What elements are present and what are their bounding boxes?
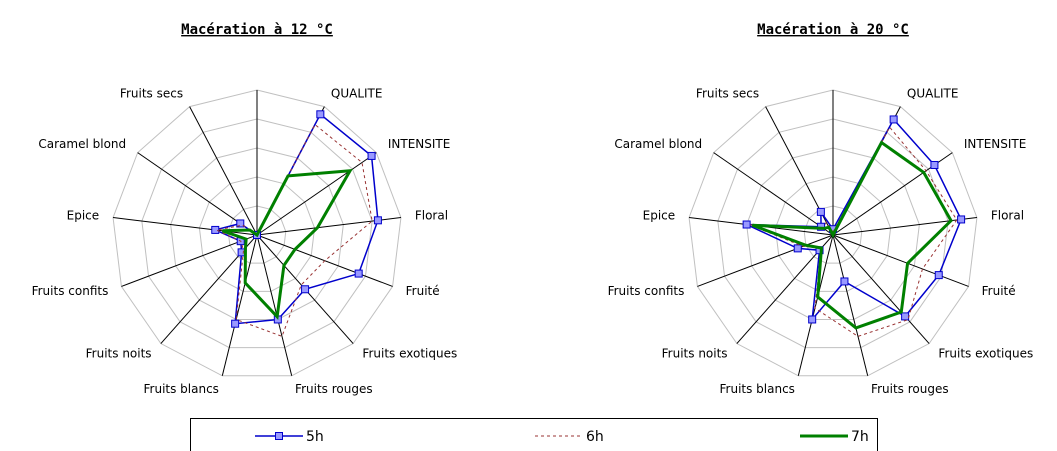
- legend-label: 5h: [306, 429, 324, 445]
- axis-label: Fruits confits: [608, 284, 685, 298]
- marker: [211, 225, 220, 234]
- marker: [373, 216, 382, 225]
- marker: [901, 312, 910, 321]
- spoke: [832, 234, 930, 344]
- spoke: [221, 234, 258, 376]
- spoke: [112, 217, 258, 236]
- axis-label: Fruité: [406, 284, 440, 298]
- series-line: [749, 126, 958, 337]
- axis-label: Fruits exotiques: [938, 347, 1033, 361]
- chart-title: Macération à 20 °C: [757, 22, 909, 38]
- axis-label: QUALITE: [331, 87, 383, 101]
- series-line: [221, 169, 353, 320]
- legend-label: 6h: [586, 429, 604, 445]
- marker: [793, 244, 802, 253]
- axis-label: Floral: [991, 208, 1024, 222]
- spoke: [713, 152, 834, 236]
- marker: [840, 277, 849, 286]
- grid-ring: [803, 205, 863, 264]
- axis-label: Fruits blancs: [720, 382, 795, 396]
- marker: [742, 220, 751, 229]
- series-line: [212, 113, 379, 325]
- axis-label: Fruité: [982, 284, 1016, 298]
- spoke: [256, 234, 293, 376]
- axis-label: Fruits confits: [32, 284, 109, 298]
- axis-label: INTENSITE: [388, 137, 450, 151]
- series-line: [751, 140, 953, 330]
- axis-label: Fruits blancs: [144, 382, 219, 396]
- spoke: [256, 152, 377, 236]
- marker: [934, 271, 943, 280]
- axis-label: INTENSITE: [964, 137, 1026, 151]
- grid-ring: [746, 147, 920, 320]
- axis-label: Floral: [415, 208, 448, 222]
- legend-marker: [275, 432, 283, 440]
- axis-label: Fruits exotiques: [362, 347, 457, 361]
- marker: [957, 215, 966, 224]
- axis-label: QUALITE: [907, 87, 959, 101]
- grid-ring: [688, 89, 978, 377]
- grid-ring: [141, 118, 373, 349]
- marker: [231, 319, 240, 328]
- axis-label: Caramel blond: [38, 137, 126, 151]
- grid-ring: [227, 205, 287, 264]
- legend-box: [190, 418, 878, 451]
- marker: [930, 160, 939, 169]
- grid-ring: [170, 147, 344, 320]
- spoke: [121, 234, 258, 287]
- grid-ring: [774, 176, 892, 292]
- spoke: [189, 106, 258, 236]
- legend-label: 7h: [851, 429, 869, 445]
- axis-label: Fruits rouges: [295, 382, 373, 396]
- spoke: [832, 234, 969, 287]
- axis-label: Fruits secs: [120, 87, 183, 101]
- spoke: [832, 234, 869, 376]
- marker: [889, 115, 898, 124]
- axis-label: Epice: [643, 208, 676, 222]
- grid-ring: [112, 89, 402, 377]
- grid-ring: [198, 176, 316, 292]
- axis-label: Caramel blond: [614, 137, 702, 151]
- axis-label: Fruits secs: [696, 87, 759, 101]
- marker: [301, 285, 310, 294]
- axis-label: Fruits noits: [662, 347, 728, 361]
- axis-label: Fruits noits: [86, 347, 152, 361]
- chart-title: Macération à 12 °C: [181, 22, 333, 38]
- marker: [316, 110, 325, 119]
- marker: [236, 219, 245, 228]
- spoke: [797, 234, 834, 376]
- marker: [367, 151, 376, 160]
- marker: [816, 207, 825, 216]
- grid-ring: [717, 118, 949, 349]
- marker: [354, 269, 363, 278]
- axis-label: Fruits rouges: [871, 382, 949, 396]
- axis-label: Epice: [67, 208, 100, 222]
- marker: [808, 315, 817, 324]
- spoke: [697, 234, 834, 287]
- spoke: [832, 217, 978, 236]
